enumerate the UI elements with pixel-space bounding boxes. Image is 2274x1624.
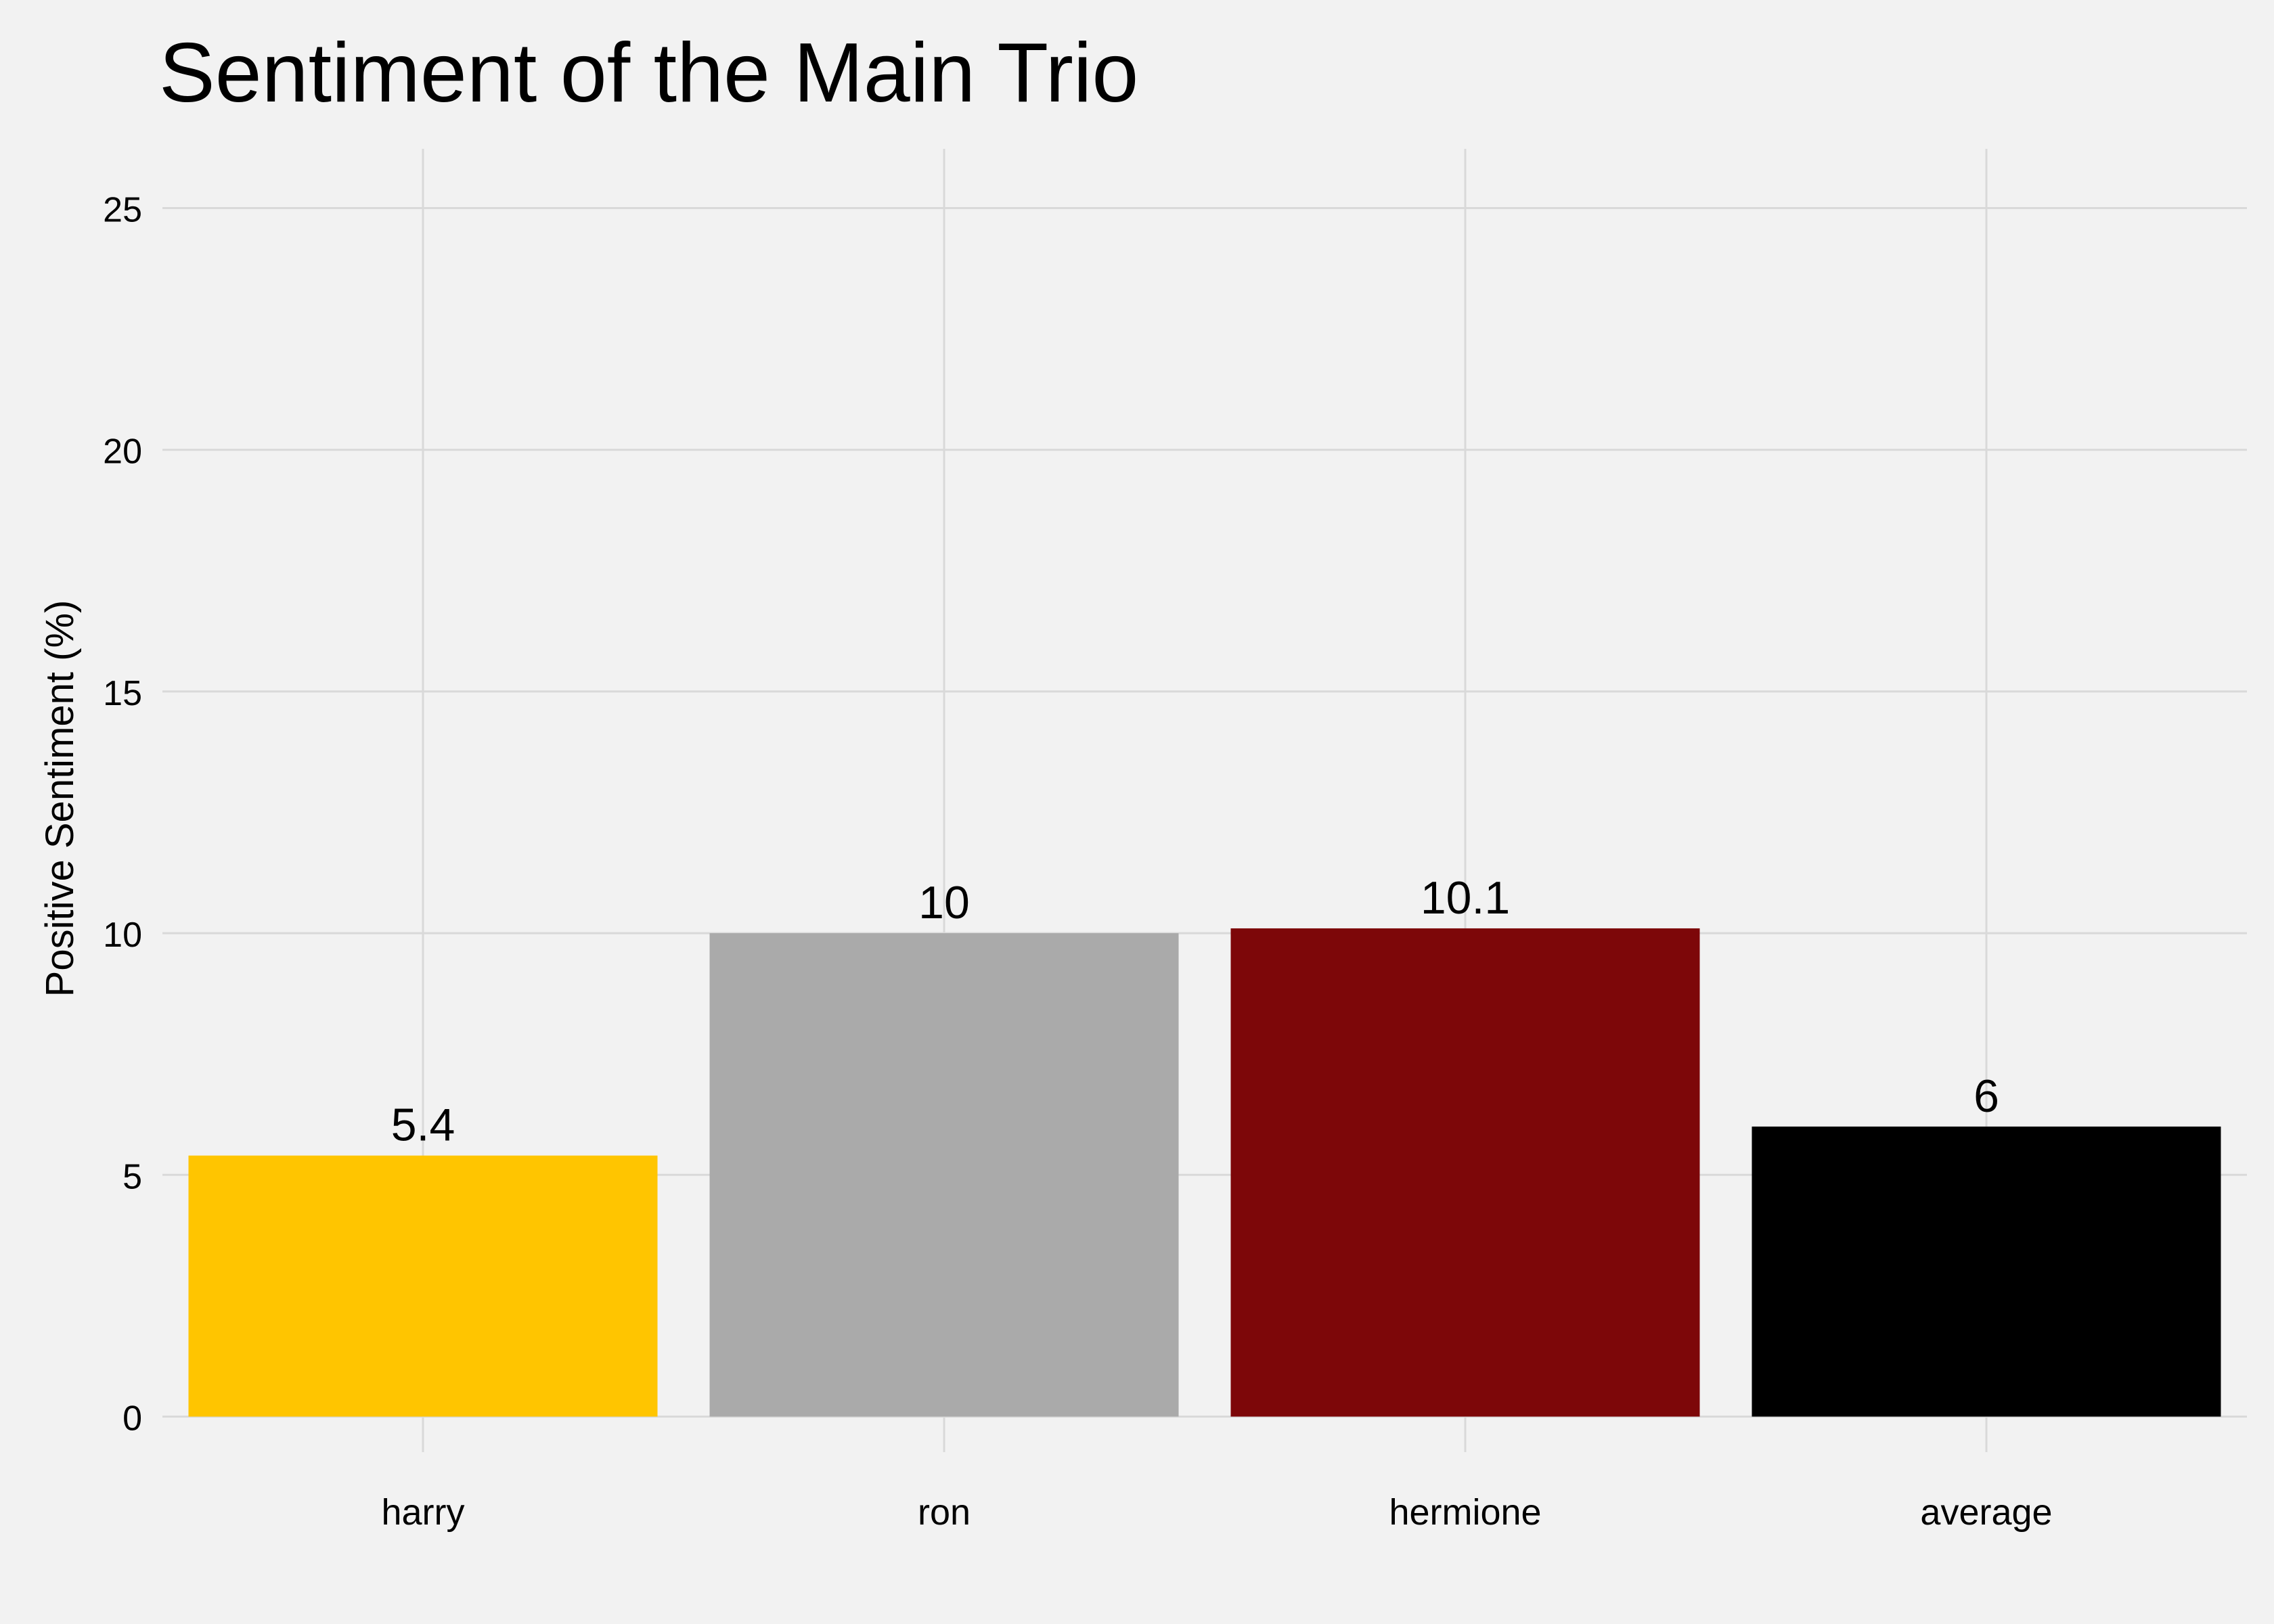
data-label-harry: 5.4 [391, 1100, 455, 1151]
x-tick-label-hermione: hermione [1389, 1492, 1541, 1533]
y-tick-label: 0 [122, 1399, 142, 1439]
bar-layer [188, 928, 2221, 1417]
x-tick-label-ron: ron [918, 1492, 971, 1533]
label-layer: 5.4 10 10.1 6 [391, 872, 1999, 1151]
bar-ron [709, 933, 1179, 1417]
data-label-average: 6 [1974, 1070, 1999, 1122]
x-tick-label-average: average [1920, 1492, 2052, 1533]
y-tick-label: 5 [122, 1157, 142, 1196]
y-tick-label: 25 [103, 191, 142, 230]
y-axis-label: Positive Sentiment (%) [38, 600, 82, 997]
y-tick-label: 20 [103, 432, 142, 472]
x-tick-label-harry: harry [381, 1492, 464, 1533]
bar-harry [188, 1155, 658, 1417]
bar-average [1752, 1126, 2221, 1417]
chart-title: Sentiment of the Main Trio [159, 26, 1138, 120]
bar-hermione [1230, 928, 1700, 1417]
axis-layer: 0 5 10 15 20 25 harry ron hermione average [103, 191, 2052, 1533]
data-label-hermione: 10.1 [1421, 872, 1510, 924]
y-tick-label: 15 [103, 674, 142, 713]
y-tick-label: 10 [103, 916, 142, 955]
data-label-ron: 10 [918, 877, 970, 928]
